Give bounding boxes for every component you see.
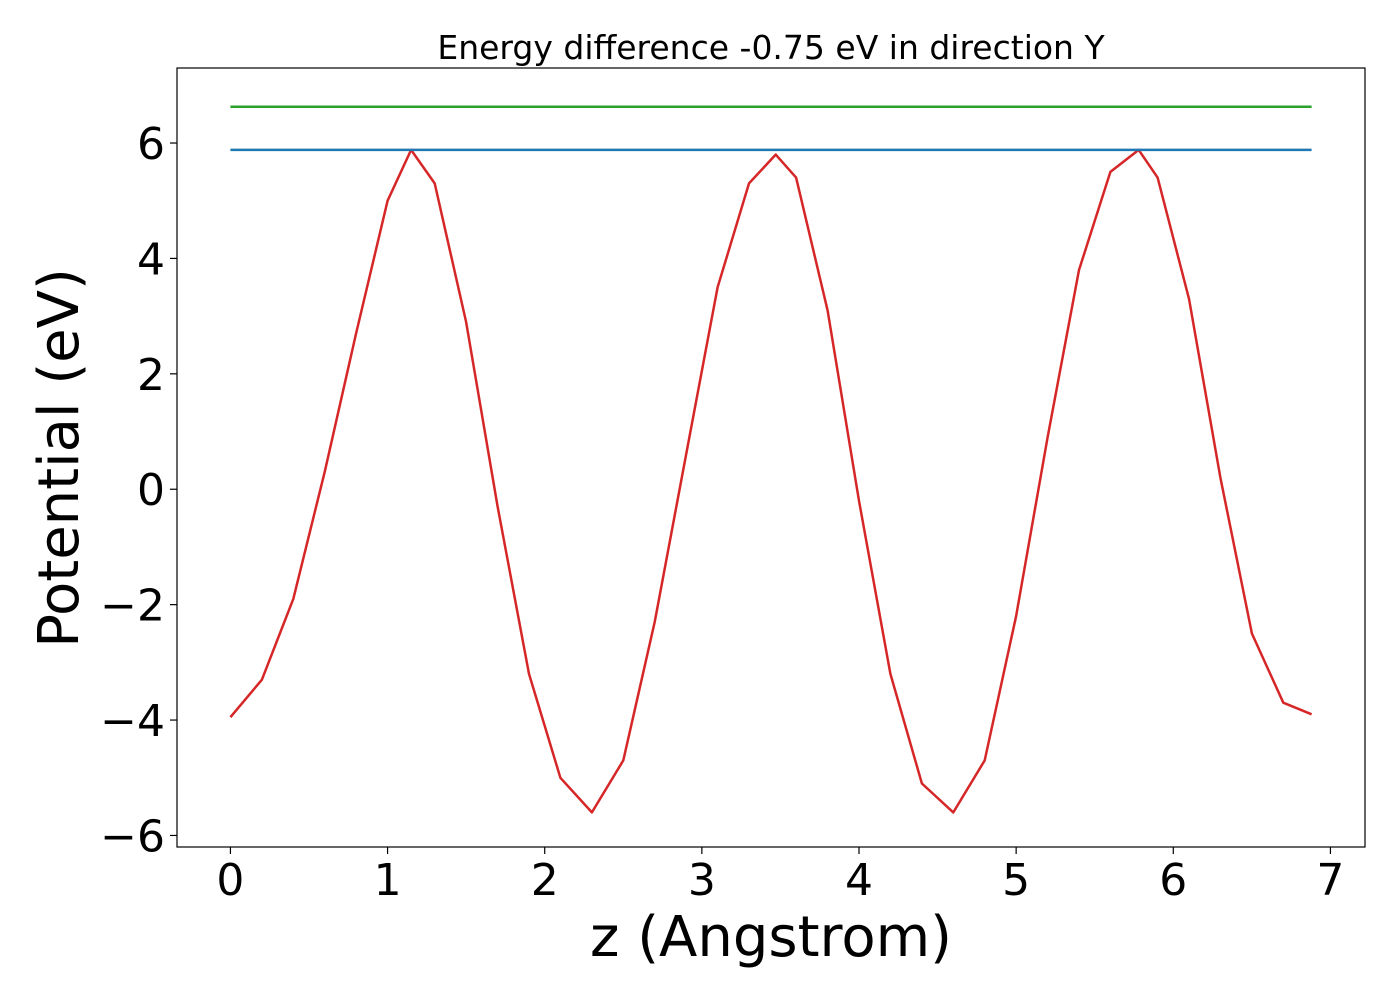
x-tick-label: 4: [845, 855, 873, 906]
series-layer: [229, 105, 1313, 814]
y-tick-label: 0: [137, 465, 165, 516]
x-tick-label: 1: [374, 855, 402, 906]
x-tick-label: 6: [1159, 855, 1187, 906]
y-axis-ticks: −6 −4 −2 0 2 4 6: [100, 119, 177, 862]
y-tick-label: −2: [100, 581, 165, 632]
plot-frame: [176, 67, 1366, 848]
x-axis-label: z (Angstrom): [590, 905, 952, 970]
x-tick-label: 0: [216, 855, 244, 906]
x-tick-label: 7: [1316, 855, 1344, 906]
y-tick-label: 4: [137, 234, 165, 285]
y-tick-label: 6: [137, 119, 165, 170]
y-tick-label: −6: [100, 811, 165, 862]
x-tick-label: 3: [688, 855, 716, 906]
chart-title: Energy difference -0.75 eV in direction …: [437, 28, 1105, 67]
x-tick-label: 5: [1002, 855, 1030, 906]
x-axis-ticks: 0 1 2 3 4 5 6 7: [216, 847, 1344, 906]
x-tick-label: 2: [531, 855, 559, 906]
y-tick-label: 2: [137, 350, 165, 401]
plot-area: [177, 68, 1365, 847]
y-axis-label: Potential (eV): [27, 268, 92, 648]
y-tick-label: −4: [100, 696, 165, 747]
